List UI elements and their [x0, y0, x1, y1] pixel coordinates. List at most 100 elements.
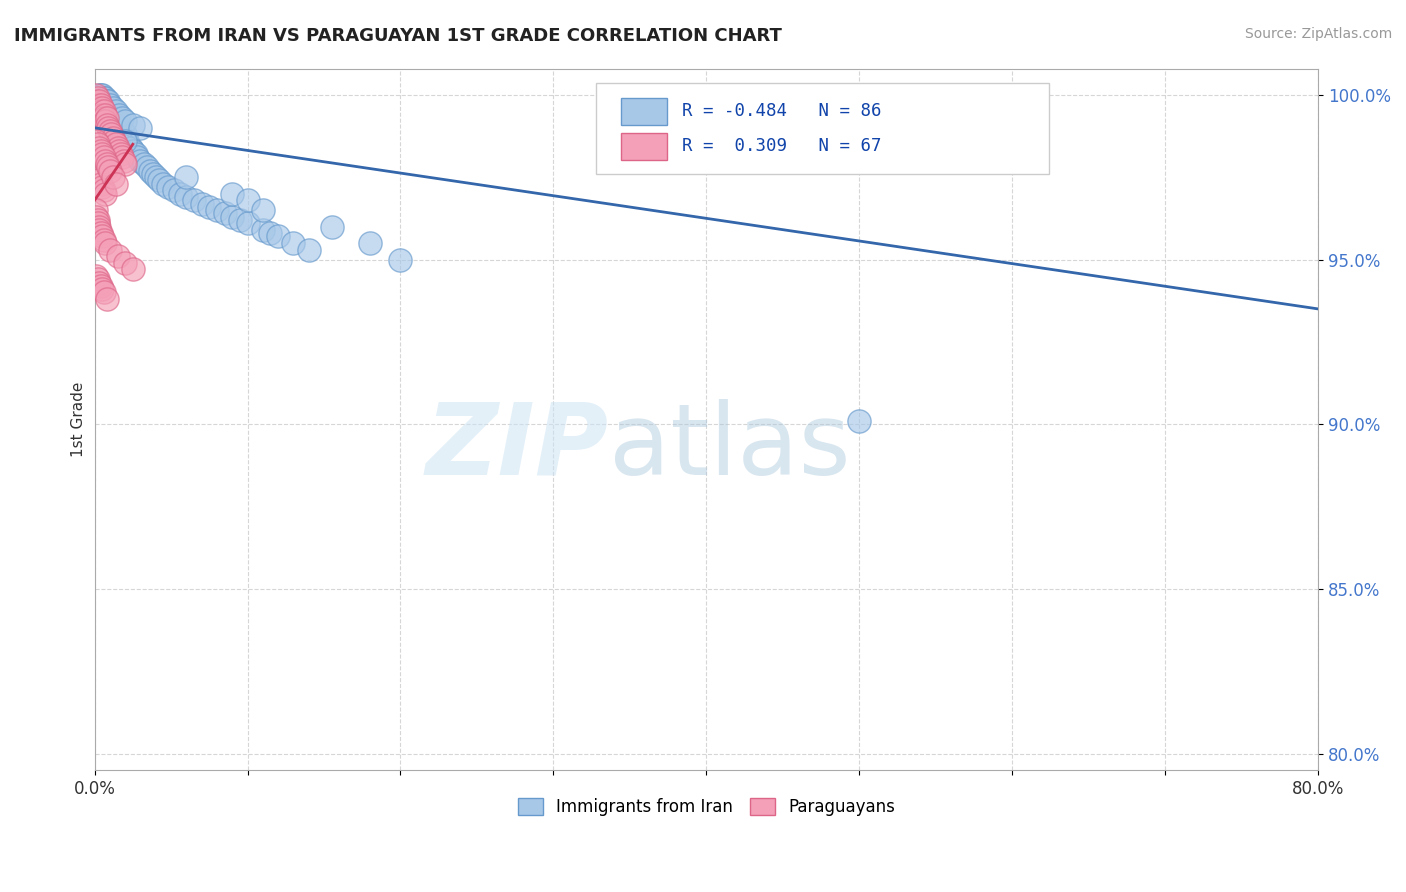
Point	[107, 140, 129, 154]
Point	[98, 124, 121, 138]
Point	[117, 137, 139, 152]
Point	[86, 137, 108, 152]
Point	[108, 120, 131, 135]
Point	[183, 193, 205, 207]
Point	[138, 163, 160, 178]
Point	[121, 118, 143, 132]
Point	[93, 104, 115, 119]
Point	[90, 226, 112, 240]
Point	[90, 97, 112, 112]
Point	[214, 206, 236, 220]
Legend: Immigrants from Iran, Paraguayans: Immigrants from Iran, Paraguayans	[509, 790, 903, 825]
Point	[267, 229, 290, 244]
Point	[114, 157, 136, 171]
Point	[84, 134, 107, 148]
Point	[90, 177, 112, 191]
Point	[114, 128, 136, 142]
Text: ZIP: ZIP	[426, 399, 609, 496]
Point	[94, 235, 117, 250]
Point	[84, 210, 107, 224]
Point	[100, 128, 122, 142]
Point	[104, 137, 127, 152]
Point	[236, 193, 259, 207]
Point	[91, 282, 114, 296]
Point	[98, 111, 121, 125]
Point	[103, 114, 125, 128]
Point	[90, 97, 112, 112]
Point	[91, 108, 114, 122]
Point	[93, 233, 115, 247]
Point	[114, 114, 136, 128]
Point	[221, 210, 243, 224]
Point	[111, 111, 134, 125]
Point	[110, 147, 132, 161]
Point	[98, 243, 121, 257]
Point	[101, 118, 124, 132]
Point	[94, 186, 117, 201]
Point	[176, 170, 198, 185]
Point	[107, 249, 129, 263]
Point	[96, 118, 118, 132]
Point	[96, 157, 118, 171]
Point	[163, 183, 186, 197]
Point	[84, 203, 107, 218]
Point	[97, 114, 120, 128]
Point	[93, 97, 115, 112]
Point	[121, 144, 143, 158]
Point	[97, 95, 120, 109]
Point	[148, 173, 170, 187]
Point	[104, 104, 127, 119]
Point	[259, 226, 281, 240]
Text: R =  0.309   N = 67: R = 0.309 N = 67	[682, 137, 882, 155]
Point	[112, 153, 135, 168]
Point	[112, 130, 135, 145]
Text: atlas: atlas	[609, 399, 851, 496]
Point	[152, 177, 174, 191]
Point	[91, 95, 114, 109]
Point	[93, 111, 115, 125]
Point	[129, 153, 152, 168]
Point	[97, 120, 120, 135]
Point	[89, 101, 111, 115]
Point	[89, 95, 111, 109]
Bar	[621, 98, 668, 125]
Point	[110, 128, 132, 142]
Point	[205, 203, 228, 218]
Point	[93, 91, 115, 105]
Point	[84, 268, 107, 283]
Point	[125, 147, 148, 161]
Point	[169, 186, 191, 201]
Point	[97, 161, 120, 175]
Point	[96, 95, 118, 109]
Point	[221, 186, 243, 201]
Point	[89, 87, 111, 102]
Point	[94, 101, 117, 115]
Point	[176, 190, 198, 204]
Point	[283, 235, 305, 250]
Point	[86, 216, 108, 230]
Point	[89, 173, 111, 187]
Bar	[621, 133, 668, 160]
Point	[252, 203, 274, 218]
Point	[90, 278, 112, 293]
Point	[100, 114, 122, 128]
Point	[135, 161, 157, 175]
Point	[94, 153, 117, 168]
Point	[145, 170, 167, 185]
Text: IMMIGRANTS FROM IRAN VS PARAGUAYAN 1ST GRADE CORRELATION CHART: IMMIGRANTS FROM IRAN VS PARAGUAYAN 1ST G…	[14, 27, 782, 45]
Point	[359, 235, 381, 250]
Point	[89, 223, 111, 237]
Point	[104, 120, 127, 135]
Point	[198, 200, 221, 214]
Point	[114, 134, 136, 148]
Point	[129, 120, 152, 135]
Point	[86, 213, 108, 227]
Point	[101, 101, 124, 115]
Point	[89, 101, 111, 115]
Point	[389, 252, 412, 267]
Point	[848, 414, 870, 428]
Point	[91, 101, 114, 115]
Point	[91, 101, 114, 115]
Point	[94, 114, 117, 128]
Point	[98, 104, 121, 119]
